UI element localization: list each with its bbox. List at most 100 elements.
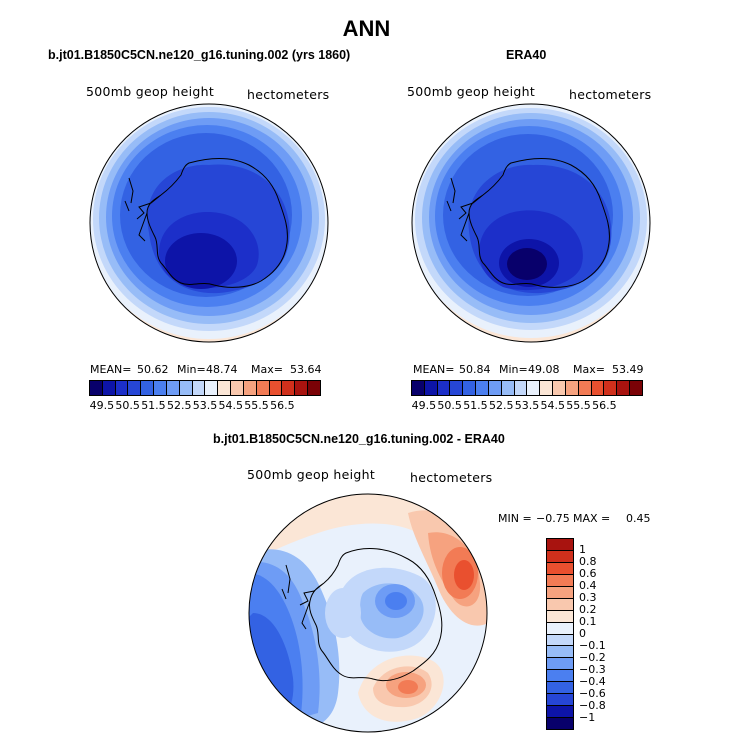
diff-colorbar-swatch: [547, 550, 573, 563]
panel1-colorbar-tick-label: 50.5: [115, 399, 140, 412]
panel2-colorbar-swatch: [476, 381, 489, 395]
diff-colorbar-swatch: [547, 598, 573, 611]
panel1-colorbar-tick-label: 52.5: [166, 399, 192, 412]
panel1-colorbar-swatch: [128, 381, 142, 395]
panel1-polar-map: [89, 103, 329, 343]
panel2-max-value: 53.49: [612, 363, 644, 376]
diff-colorbar-tick-label: 0: [579, 627, 586, 640]
diff-colorbar-tick-label: 0.2: [579, 603, 597, 616]
panel1-colorbar-swatch: [192, 381, 206, 395]
panel1-colorbar-swatch: [102, 381, 116, 395]
panel1-colorbar-swatch: [231, 381, 244, 395]
panel2-colorbar-swatch: [540, 381, 554, 395]
panel1-units-label: hectometers: [247, 87, 330, 102]
diff-colorbar: [546, 538, 574, 730]
panel1-colorbar-tick-label: 49.5: [89, 399, 115, 412]
diff-colorbar-tick-label: −0.1: [579, 639, 606, 652]
diff-colorbar-swatch: [547, 610, 573, 623]
panel1-colorbar-swatch: [256, 381, 270, 395]
panel2-colorbar-tick-label: 50.5: [437, 399, 462, 412]
panel1-max-value: 53.64: [290, 363, 322, 376]
diff-max-label: MAX =: [573, 512, 611, 525]
panel2-colorbar-swatch: [591, 381, 605, 395]
diff-colorbar-tick-label: −0.4: [579, 675, 606, 688]
panel1-colorbar-tick-label: 51.5: [141, 399, 166, 412]
panel1-colorbar-swatch: [269, 381, 283, 395]
figure-title: ANN: [342, 16, 391, 41]
diff-colorbar-tick-label: −0.8: [579, 699, 606, 712]
panel2-units-label: hectometers: [569, 87, 652, 102]
diff-colorbar-swatch: [547, 670, 573, 683]
diff-variable-label: 500mb geop height: [247, 467, 376, 482]
panel2-colorbar-tick-label: 51.5: [463, 399, 488, 412]
diff-colorbar-tick-label: 0.1: [579, 615, 597, 628]
panel2-colorbar-swatch: [450, 381, 464, 395]
diff-polar-map: [248, 493, 488, 733]
diff-colorbar-labels: 1 0.8 0.6 0.4 0.3 0.2 0.1 0 −0.1 −0.2 −0.3 −0.4 −0.6…: [579, 538, 619, 730]
panel1-colorbar-tick-label: 56.5: [270, 399, 295, 412]
diff-min-label: MIN =: [498, 512, 532, 525]
panel2-mean-label: MEAN=: [413, 363, 455, 376]
panel1-min-label: Min=: [177, 363, 206, 376]
panel1-colorbar-swatch: [154, 381, 167, 395]
diff-colorbar-swatch: [547, 574, 573, 587]
panel1-colorbar-swatch: [205, 381, 219, 395]
panel1-colorbar-swatch: [179, 381, 193, 395]
panel1-subtitle: b.jt01.B1850C5CN.ne120_g16.tuning.002 (y…: [48, 48, 351, 62]
panel2-colorbar-swatch: [412, 381, 425, 395]
panel2-colorbar-swatch: [437, 381, 451, 395]
diff-colorbar-swatch: [547, 562, 573, 575]
panel2-colorbar: [411, 380, 643, 396]
panel2-colorbar-swatch: [630, 381, 642, 395]
diff-colorbar-swatch: [547, 658, 573, 671]
diff-colorbar-tick-label: 0.8: [579, 555, 597, 568]
panel1-max-label: Max=: [251, 363, 283, 376]
panel2-max-label: Max=: [573, 363, 605, 376]
panel2-colorbar-swatch: [501, 381, 515, 395]
panel1-colorbar-swatch: [90, 381, 103, 395]
panel1-mean-label: MEAN=: [90, 363, 132, 376]
diff-colorbar-swatch: [547, 634, 573, 647]
panel2-colorbar-swatch: [514, 381, 528, 395]
diff-colorbar-tick-label: −0.2: [579, 651, 606, 664]
panel1-colorbar-tick-label: 53.5: [192, 399, 218, 412]
panel1-colorbar-labels: 49.5 50.5 51.5 52.5 53.5 54.5 55.5 56.5: [89, 399, 321, 413]
panel1-colorbar-tick-label: 55.5: [244, 399, 269, 412]
panel2-colorbar-tick-label: 52.5: [488, 399, 514, 412]
panel1-colorbar-swatch: [243, 381, 257, 395]
panel2-colorbar-tick-label: 55.5: [566, 399, 591, 412]
panel2-min-label: Min=: [499, 363, 528, 376]
panel2-colorbar-swatch: [488, 381, 502, 395]
panel1-colorbar: [89, 380, 321, 396]
panel2-colorbar-tick-label: 56.5: [592, 399, 617, 412]
diff-colorbar-swatch: [547, 694, 573, 707]
panel1-colorbar-swatch: [295, 381, 309, 395]
panel1-colorbar-swatch: [166, 381, 180, 395]
diff-colorbar-tick-label: −0.6: [579, 687, 606, 700]
panel1-min-value: 48.74: [206, 363, 238, 376]
panel2-colorbar-labels: 49.5 50.5 51.5 52.5 53.5 54.5 55.5 56.5: [411, 399, 643, 413]
diff-colorbar-tick-label: 1: [579, 543, 586, 556]
panel2-colorbar-swatch: [617, 381, 631, 395]
diff-colorbar-swatch: [547, 646, 573, 659]
diff-colorbar-tick-label: −1: [579, 711, 596, 724]
panel1-colorbar-swatch: [115, 381, 129, 395]
diff-colorbar-tick-label: −0.3: [579, 663, 606, 676]
panel1-colorbar-swatch: [308, 381, 320, 395]
diff-colorbar-swatch: [547, 682, 573, 695]
antarctica-coastline: [136, 157, 288, 288]
diff-colorbar-swatch: [547, 586, 573, 599]
panel1-mean-value: 50.62: [137, 363, 169, 376]
panel2-colorbar-swatch: [463, 381, 477, 395]
panel1-colorbar-swatch: [282, 381, 296, 395]
diff-colorbar-swatch: [547, 718, 573, 729]
diff-min-value: −0.75: [536, 512, 570, 525]
panel2-min-value: 49.08: [528, 363, 560, 376]
diff-colorbar-swatch: [547, 706, 573, 719]
panel2-colorbar-swatch: [578, 381, 592, 395]
panel1-colorbar-swatch: [141, 381, 155, 395]
panel2-colorbar-swatch: [527, 381, 541, 395]
diff-subtitle: b.jt01.B1850C5CN.ne120_g16.tuning.002 - …: [213, 432, 505, 446]
panel2-colorbar-tick-label: 49.5: [411, 399, 437, 412]
panel2-variable-label: 500mb geop height: [407, 84, 536, 99]
